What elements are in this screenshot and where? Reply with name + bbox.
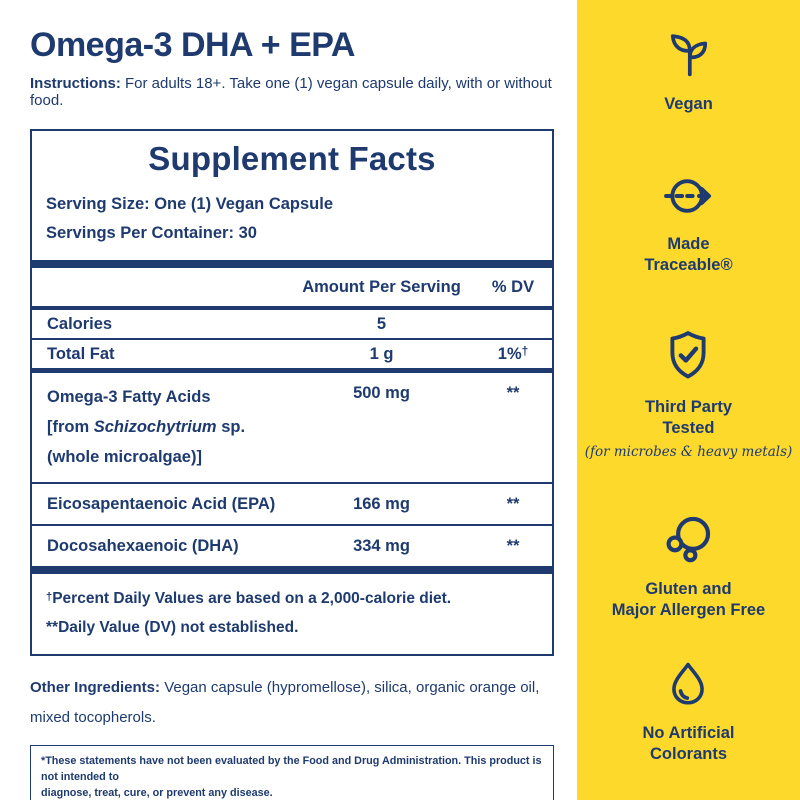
allergen-free-icon (666, 516, 710, 563)
badge-subtext: (for microbes & heavy metals) (584, 444, 793, 460)
benefits-panel: Vegan Made Traceable® Third Party Te (577, 0, 800, 800)
facts-row-omega3: Omega-3 Fatty Acids [from Schizochytrium… (32, 373, 552, 482)
badge-made-traceable: Made Traceable® (644, 169, 733, 276)
nutrient-name: Omega-3 Fatty Acids [from Schizochytrium… (32, 382, 289, 472)
section-divider-thick (32, 566, 552, 574)
instructions-label: Instructions: (30, 75, 121, 92)
other-ingredients-line1: Vegan capsule (hypromellose), silica, or… (164, 679, 540, 696)
row-divider (32, 482, 552, 484)
badge-label: Gluten and Major Allergen Free (611, 580, 766, 619)
nutrient-amount: 1 g (369, 344, 394, 363)
badge-label: Made Traceable® (644, 235, 733, 274)
instructions-body: For adults 18+. Take one (1) vegan capsu… (30, 75, 552, 109)
badge-label: No Artificial Colorants (642, 724, 735, 763)
row-divider (32, 338, 552, 340)
dagger-symbol: † (46, 591, 53, 603)
facts-row-epa: Eicosapentaenoic Acid (EPA) 166 mg ** (32, 484, 552, 524)
badge-label: Vegan (664, 95, 713, 113)
supplement-facts-title: Supplement Facts (148, 140, 436, 177)
badge-third-party-tested: Third Party Tested (for microbes & heavy… (584, 328, 793, 460)
badge-vegan: Vegan (663, 28, 715, 115)
nutrient-amount: 166 mg (353, 494, 410, 513)
serving-size-label: Serving Size: (46, 195, 150, 213)
nutrient-name: Docosahexaenoic (DHA) (47, 536, 239, 555)
nutrient-name: Total Fat (47, 344, 115, 363)
disclaimer-line2: diagnose, treat, cure, or prevent any di… (41, 787, 273, 799)
nutrient-name: Calories (47, 314, 113, 333)
page-title: Omega-3 DHA + EPA (30, 26, 355, 64)
nutrient-amount: 334 mg (353, 536, 410, 555)
nutrient-amount: 500 mg (353, 384, 410, 402)
instructions-text: Instructions: For adults 18+. Take one (… (30, 75, 556, 109)
nutrient-name: Eicosapentaenoic Acid (EPA) (47, 494, 276, 513)
footnote-dv-not-established: **Daily Value (DV) not established. (46, 619, 299, 636)
column-header-amount: Amount Per Serving (302, 277, 461, 296)
sprout-icon (670, 34, 707, 77)
dagger-symbol: † (521, 343, 529, 358)
row-divider (32, 524, 552, 526)
badge-label: Third Party Tested (644, 398, 733, 437)
facts-row-dha: Docosahexaenoic (DHA) 334 mg ** (32, 526, 552, 566)
nutrient-dv: ** (506, 384, 520, 402)
label-main-content: Omega-3 DHA + EPA Instructions: For adul… (30, 0, 556, 733)
other-ingredients-label: Other Ingredients: (30, 679, 161, 696)
facts-row-total-fat: Total Fat 1 g 1%† (32, 340, 552, 368)
badge-no-artificial-colorants: No Artificial Colorants (642, 659, 735, 765)
servings-per-container-line: Servings Per Container: 30 (46, 219, 538, 248)
shield-check-icon (670, 331, 707, 379)
serving-size-line: Serving Size: One (1) Vegan Capsule (46, 190, 538, 219)
nutrient-dv: ** (506, 494, 520, 513)
omega3-name-line3: (whole microalgae)] (47, 448, 202, 466)
nutrient-amount: 5 (376, 314, 387, 333)
omega3-name-line2: [from Schizochytrium sp. (47, 418, 246, 436)
disclaimer-line1: *These statements have not been evaluate… (41, 755, 542, 783)
nutrient-dv: ** (506, 536, 520, 555)
facts-footnotes: †Percent Daily Values are based on a 2,0… (32, 574, 552, 654)
species-name: Schizochytrium (93, 418, 217, 436)
facts-row-calories: Calories 5 (32, 310, 552, 338)
section-divider-medium (32, 306, 552, 310)
facts-header-row: Amount Per Serving % DV (32, 268, 552, 306)
other-ingredients: Other Ingredients: Vegan capsule (hyprom… (30, 673, 556, 733)
serving-info: Serving Size: One (1) Vegan Capsule Serv… (32, 178, 552, 260)
droplet-icon (672, 662, 705, 705)
fda-disclaimer-box: *These statements have not been evaluate… (30, 745, 554, 800)
nutrient-dv: 1%† (497, 343, 529, 363)
column-header-dv: % DV (491, 277, 535, 296)
servings-per-container-label: Servings Per Container: (46, 224, 234, 242)
section-divider-semi (32, 368, 552, 373)
section-divider-thick (32, 260, 552, 268)
serving-size-value: One (1) Vegan Capsule (154, 195, 334, 213)
footnote-daily-values: †Percent Daily Values are based on a 2,0… (46, 590, 452, 607)
badge-allergen-free: Gluten and Major Allergen Free (612, 509, 765, 621)
other-ingredients-line2: mixed tocopherols. (30, 709, 156, 726)
supplement-facts-panel: Supplement Facts Serving Size: One (1) V… (30, 129, 554, 656)
traceable-arrow-icon (664, 179, 712, 213)
servings-per-container-value: 30 (238, 224, 257, 242)
omega3-name-line1: Omega-3 Fatty Acids (47, 388, 211, 406)
